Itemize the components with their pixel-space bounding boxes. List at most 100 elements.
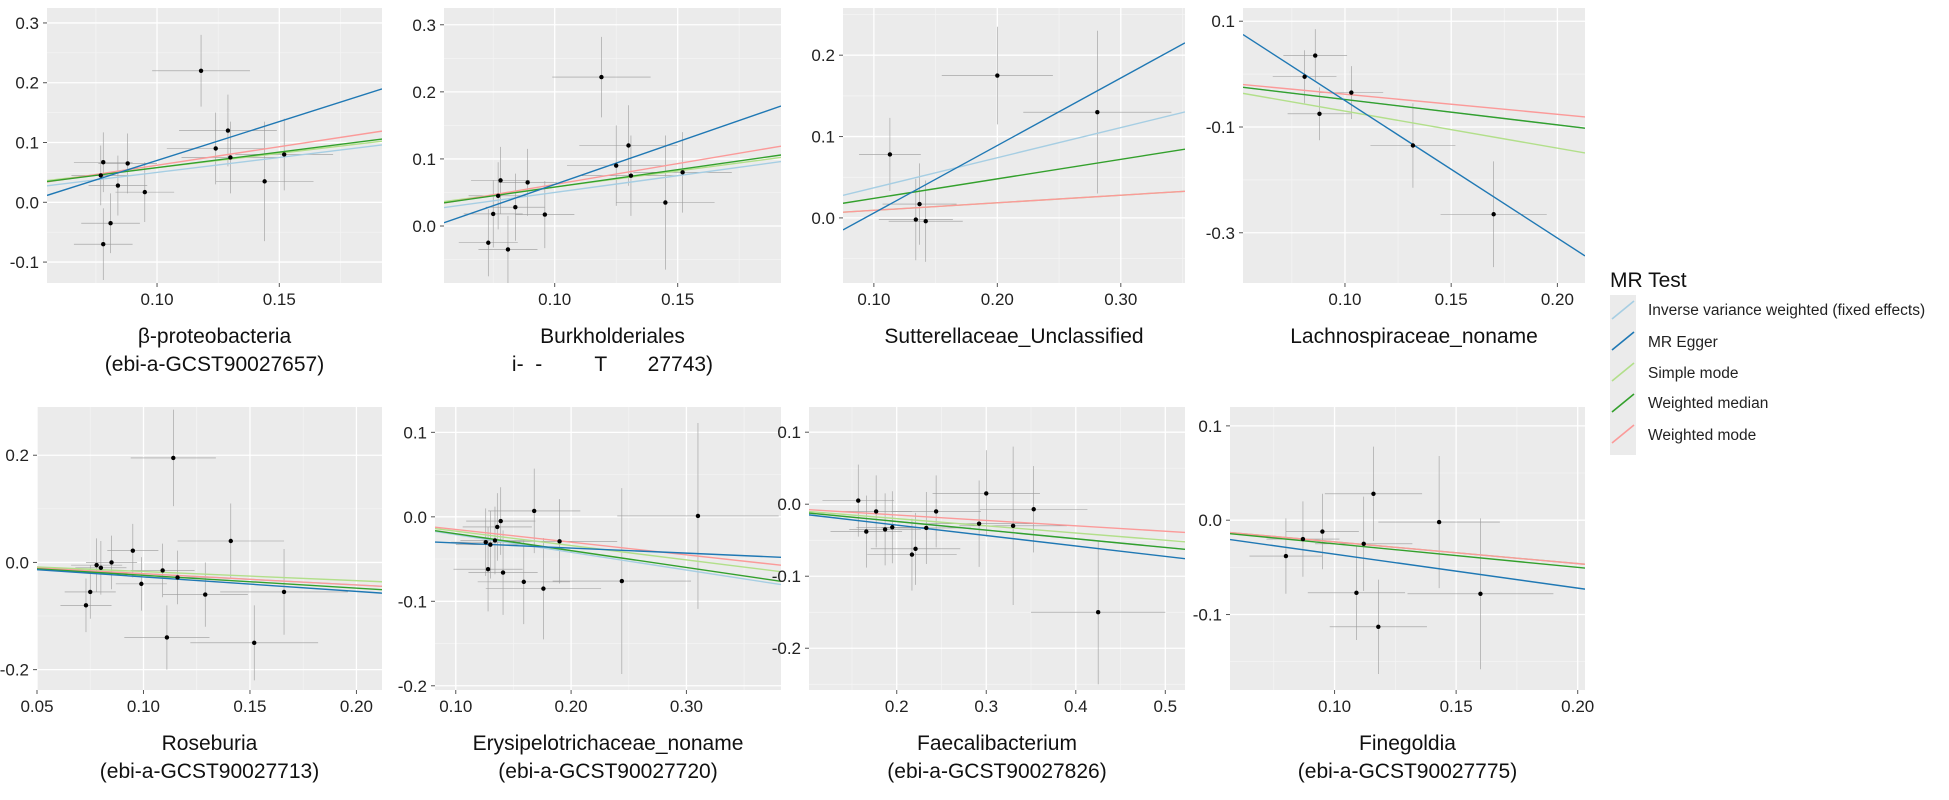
- data-point: [1320, 529, 1325, 534]
- data-point: [663, 200, 668, 205]
- y-tick-label: 0.0: [1198, 511, 1222, 530]
- data-point: [1095, 109, 1100, 115]
- y-tick-label: -0.3: [1206, 224, 1235, 243]
- x-tick-label: 0.05: [20, 697, 53, 716]
- y-tick-label: -0.2: [398, 677, 427, 696]
- x-tick-label: 0.10: [538, 290, 571, 309]
- data-point: [923, 218, 928, 224]
- data-point: [531, 508, 537, 514]
- data-point: [1349, 90, 1354, 95]
- plot-content: [435, 423, 781, 674]
- data-point: [995, 73, 1000, 78]
- data-point: [262, 179, 267, 184]
- y-tick-label: 0.1: [412, 150, 436, 169]
- y-tick-label: 0.2: [412, 83, 436, 102]
- x-tick-label: 0.15: [661, 290, 694, 309]
- regression-line-ivw: [435, 530, 781, 586]
- data-point: [505, 247, 511, 252]
- data-point: [1436, 519, 1442, 525]
- data-point: [108, 221, 113, 226]
- data-point: [98, 173, 103, 178]
- panel-subtitle: (ebi-a-GCST90027713): [100, 760, 319, 783]
- regression-line-wmedian: [37, 568, 382, 591]
- panel-title: Burkholderiales: [540, 325, 685, 348]
- x-tick-label: 0.15: [263, 290, 296, 309]
- regression-line-wmedian: [1230, 532, 1585, 569]
- y-tick-label: 0.1: [777, 423, 801, 442]
- data-point: [142, 189, 148, 195]
- regression-line-egger: [444, 105, 781, 224]
- data-point: [175, 575, 180, 580]
- data-point: [909, 552, 915, 557]
- y-tick-label: 0.1: [1211, 12, 1235, 31]
- data-point: [281, 152, 287, 157]
- legend-key-wmedian: [1611, 393, 1635, 413]
- x-tick-label: 0.20: [1561, 697, 1594, 716]
- regression-line-egger: [47, 88, 382, 197]
- x-tick-label: 0.20: [555, 697, 588, 716]
- panel-8: 0.10 0.15 0.20 -0.1 0.0 0.1 Finegoldia (ebi-a-G…: [1193, 407, 1594, 783]
- data-point: [490, 211, 496, 217]
- regression-line-simple: [1243, 92, 1585, 154]
- regression-line-simple: [809, 510, 1185, 543]
- y-tick-label: -0.2: [772, 639, 801, 658]
- x-tick-label: 0.10: [439, 697, 472, 716]
- data-point: [1300, 536, 1306, 542]
- data-point: [1410, 143, 1416, 148]
- data-point: [887, 152, 893, 157]
- y-tick-label: 0.1: [15, 134, 39, 153]
- y-tick-label: 0.2: [15, 74, 39, 93]
- regression-line-egger: [843, 42, 1185, 231]
- data-point: [1283, 553, 1289, 559]
- panel-subtitle: (ebi-a-GCST90027775): [1298, 760, 1517, 783]
- legend-key-background: [1610, 295, 1636, 455]
- plot-content: [1230, 446, 1585, 674]
- plot-background: [809, 407, 1185, 690]
- x-tick-label: 0.20: [981, 290, 1014, 309]
- panel-6: 0.10 0.20 0.30 -0.2 -0.1 0.0 0.1 Erysipelotrich…: [398, 407, 781, 783]
- data-point: [115, 183, 121, 188]
- data-point: [171, 455, 176, 461]
- x-tick-label: 0.30: [1104, 290, 1137, 309]
- legend-title: MR Test: [1610, 269, 1687, 292]
- panels-group: 0.10 0.15 -0.1 0.0 0.1 0.2 0.3 β-proteobacteria…: [0, 8, 1594, 783]
- x-tick-label: 0.20: [340, 697, 373, 716]
- regression-line-wmode: [1230, 531, 1585, 565]
- x-tick-label: 0.2: [885, 697, 909, 716]
- regression-line-wmode: [435, 526, 781, 566]
- regression-line-wmedian: [47, 138, 382, 183]
- panel-title: Faecalibacterium: [917, 732, 1077, 755]
- y-tick-label: -0.1: [1206, 118, 1235, 137]
- regression-line-wmode: [1243, 83, 1585, 118]
- data-point: [94, 562, 99, 568]
- data-point: [164, 635, 170, 640]
- y-tick-label: 0.1: [811, 128, 835, 147]
- data-point: [1491, 212, 1496, 217]
- legend-key-simple: [1611, 362, 1635, 382]
- data-point: [873, 509, 879, 514]
- regression-line-wmode: [47, 130, 382, 183]
- x-tick-label: 0.15: [233, 697, 266, 716]
- data-point: [856, 498, 861, 503]
- regression-line-egger: [37, 568, 382, 594]
- plot-content: [843, 26, 1185, 262]
- panel-7: 0.2 0.3 0.4 0.5 -0.2 -0.1 0.0 0.1 Faecalibacteri…: [772, 407, 1185, 783]
- data-point: [203, 592, 208, 597]
- data-point: [1371, 491, 1376, 496]
- data-point: [139, 581, 144, 587]
- x-tick-label: 0.15: [1440, 697, 1473, 716]
- y-tick-label: 0.2: [811, 46, 835, 65]
- data-point: [486, 240, 491, 245]
- data-point: [882, 527, 888, 532]
- data-point: [599, 74, 604, 80]
- panel-title: Sutterellaceae_Unclassified: [884, 325, 1143, 348]
- data-point: [1376, 624, 1381, 629]
- plot-content: [47, 34, 382, 281]
- data-point: [101, 241, 106, 247]
- legend-label-egger: MR Egger: [1648, 334, 1718, 351]
- legend-key-ivw: [1611, 300, 1635, 320]
- gridlines: [1243, 8, 1585, 283]
- data-point: [525, 180, 530, 185]
- regression-line-ivw: [47, 144, 382, 187]
- data-point: [281, 589, 287, 595]
